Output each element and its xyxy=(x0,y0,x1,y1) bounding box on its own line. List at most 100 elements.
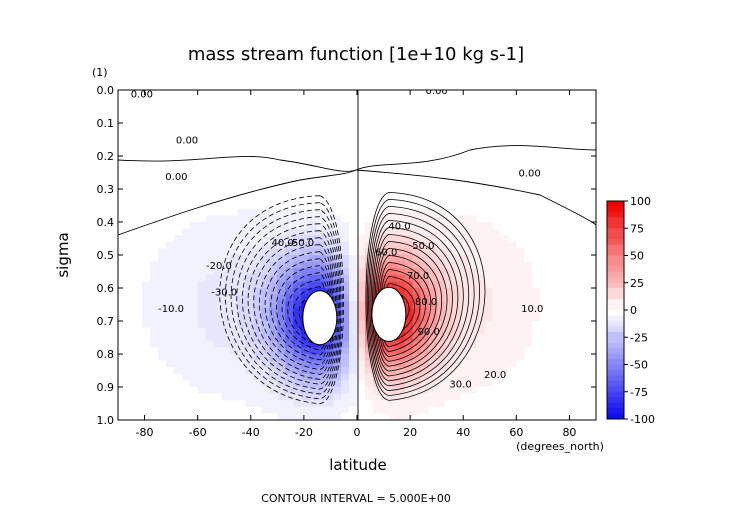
heatmap-cell xyxy=(468,261,478,269)
heatmap-cell xyxy=(173,261,183,269)
heatmap-cell xyxy=(118,202,127,210)
heatmap-cell xyxy=(492,400,501,408)
heatmap-cell xyxy=(588,222,596,230)
heatmap-cell xyxy=(269,281,278,289)
heatmap-cell xyxy=(125,274,135,282)
heatmap-cell xyxy=(245,327,255,335)
heatmap-cell xyxy=(468,215,478,223)
heatmap-cell xyxy=(396,195,406,203)
heatmap-cell xyxy=(404,215,414,223)
colorbar-swatch xyxy=(607,364,624,371)
heatmap-cell xyxy=(118,334,127,342)
heatmap-cell xyxy=(380,103,390,111)
heatmap-cell xyxy=(333,274,342,282)
heatmap-cell xyxy=(556,142,565,150)
heatmap-cell xyxy=(118,347,127,355)
heatmap-cell xyxy=(556,274,565,282)
heatmap-cell xyxy=(165,241,175,249)
heatmap-cell xyxy=(580,301,589,309)
heatmap-cell xyxy=(588,235,596,243)
heatmap-cell xyxy=(325,182,334,190)
heatmap-cell xyxy=(205,116,215,124)
heatmap-cell xyxy=(524,202,533,210)
heatmap-cell xyxy=(564,182,573,190)
heatmap-cell xyxy=(309,347,318,355)
heatmap-cell xyxy=(452,175,462,183)
heatmap-cell xyxy=(341,380,350,388)
heatmap-cell xyxy=(588,380,596,388)
heatmap-cell xyxy=(277,321,286,329)
heatmap-cell xyxy=(205,406,215,414)
heatmap-cell xyxy=(468,400,478,408)
heatmap-cell xyxy=(572,156,581,164)
heatmap-cell xyxy=(476,182,486,190)
heatmap-cell xyxy=(404,175,414,183)
heatmap-cell xyxy=(420,281,430,289)
heatmap-cell xyxy=(165,400,175,408)
heatmap-cell xyxy=(245,129,255,137)
heatmap-cell xyxy=(524,301,533,309)
heatmap-cell xyxy=(165,274,175,282)
heatmap-cell xyxy=(197,169,207,177)
heatmap-cell xyxy=(149,354,159,362)
heatmap-cell xyxy=(476,103,486,111)
heatmap-cell xyxy=(524,354,533,362)
heatmap-cell xyxy=(532,268,541,276)
heatmap-cell xyxy=(364,393,374,401)
heatmap-cell xyxy=(229,149,239,157)
heatmap-cell xyxy=(412,387,422,395)
heatmap-cell xyxy=(173,142,183,150)
heatmap-cell xyxy=(125,373,135,381)
heatmap-cell xyxy=(229,307,239,315)
heatmap-cell xyxy=(524,360,533,368)
heatmap-cell xyxy=(245,288,255,296)
heatmap-cell xyxy=(436,195,446,203)
heatmap-cell xyxy=(412,268,422,276)
heatmap-cell xyxy=(508,149,517,157)
heatmap-cell xyxy=(484,354,494,362)
heatmap-cell xyxy=(476,268,486,276)
heatmap-cell xyxy=(229,255,239,263)
heatmap-cell xyxy=(213,327,223,335)
heatmap-cell xyxy=(428,327,438,335)
heatmap-cell xyxy=(317,400,326,408)
heatmap-cell xyxy=(333,103,342,111)
heatmap-cell xyxy=(516,189,525,197)
heatmap-cell xyxy=(396,215,406,223)
heatmap-cell xyxy=(213,288,223,296)
heatmap-cell xyxy=(516,175,525,183)
colorbar-swatch xyxy=(607,375,624,382)
heatmap-cell xyxy=(141,281,151,289)
heatmap-cell xyxy=(197,202,207,210)
heatmap-cell xyxy=(476,222,486,230)
heatmap-cell xyxy=(269,136,278,144)
heatmap-cell xyxy=(157,149,167,157)
heatmap-cell xyxy=(237,96,247,104)
heatmap-cell xyxy=(149,129,159,137)
heatmap-cell xyxy=(588,156,596,164)
heatmap-cell xyxy=(380,268,390,276)
heatmap-cell xyxy=(237,123,247,131)
heatmap-cell xyxy=(157,248,167,256)
heatmap-cell xyxy=(452,149,462,157)
heatmap-cell xyxy=(261,182,270,190)
heatmap-cell xyxy=(333,307,342,315)
heatmap-cell xyxy=(404,360,414,368)
heatmap-cell xyxy=(197,406,207,414)
heatmap-cell xyxy=(173,208,183,216)
heatmap-cell xyxy=(189,268,199,276)
heatmap-cell xyxy=(460,182,470,190)
heatmap-cell xyxy=(309,169,318,177)
heatmap-cell xyxy=(556,103,565,111)
heatmap-cell xyxy=(484,116,494,124)
heatmap-cell xyxy=(149,255,159,263)
heatmap-cell xyxy=(149,373,159,381)
heatmap-cell xyxy=(500,347,509,355)
heatmap-cell xyxy=(556,136,565,144)
heatmap-cell xyxy=(325,393,334,401)
heatmap-cell xyxy=(396,387,406,395)
heatmap-cell xyxy=(213,136,223,144)
heatmap-cell xyxy=(293,354,302,362)
heatmap-cell xyxy=(572,228,581,236)
heatmap-cell xyxy=(452,393,462,401)
